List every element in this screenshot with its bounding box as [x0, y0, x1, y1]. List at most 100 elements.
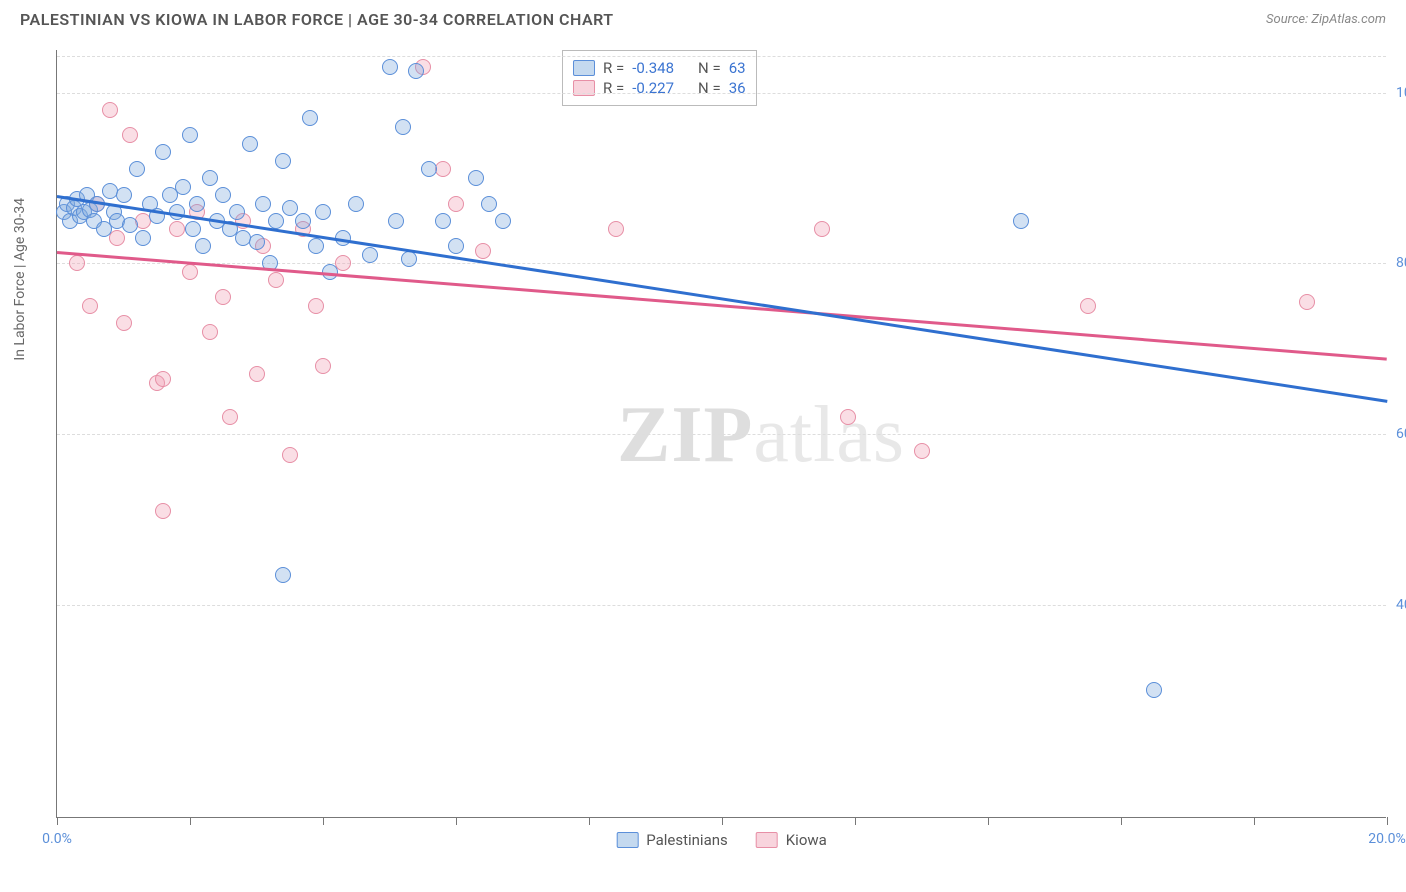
data-point — [362, 247, 378, 263]
legend-n-label: N = — [698, 59, 721, 77]
data-point — [282, 447, 298, 463]
data-point — [242, 136, 258, 152]
data-point — [255, 196, 271, 212]
data-point — [215, 187, 231, 203]
x-tick — [1254, 817, 1255, 825]
data-point — [435, 213, 451, 229]
data-point — [215, 289, 231, 305]
y-tick-label: 60.0% — [1396, 426, 1406, 442]
legend-n-value: 63 — [729, 59, 746, 77]
data-point — [495, 213, 511, 229]
data-point — [914, 443, 930, 459]
data-point — [308, 238, 324, 254]
trend-line — [57, 251, 1387, 360]
data-point — [249, 366, 265, 382]
data-point — [268, 213, 284, 229]
data-point — [448, 238, 464, 254]
legend-r-label: R = — [603, 79, 624, 97]
grid-line — [57, 263, 1386, 264]
data-point — [275, 153, 291, 169]
data-point — [102, 102, 118, 118]
data-point — [388, 213, 404, 229]
data-point — [448, 196, 464, 212]
data-point — [129, 161, 145, 177]
grid-line — [57, 93, 1386, 94]
data-point — [1080, 298, 1096, 314]
data-point — [840, 409, 856, 425]
data-point — [122, 127, 138, 143]
data-point — [116, 315, 132, 331]
data-point — [408, 63, 424, 79]
x-tick — [589, 817, 590, 825]
legend-r-value: -0.348 — [632, 59, 674, 77]
data-point — [1299, 294, 1315, 310]
data-point — [308, 298, 324, 314]
data-point — [315, 358, 331, 374]
data-point — [69, 255, 85, 271]
data-point — [348, 196, 364, 212]
data-point — [222, 409, 238, 425]
watermark: ZIPatlas — [617, 390, 905, 481]
legend-row-palestinians: R = -0.348 N = 63 — [573, 59, 746, 77]
series-legend: Palestinians Kiowa — [616, 831, 827, 849]
y-tick-label: 80.0% — [1396, 255, 1406, 271]
data-point — [421, 161, 437, 177]
data-point — [202, 170, 218, 186]
x-tick — [456, 817, 457, 825]
data-point — [229, 204, 245, 220]
data-point — [1013, 213, 1029, 229]
data-point — [169, 221, 185, 237]
data-point — [1146, 682, 1162, 698]
chart-source: Source: ZipAtlas.com — [1266, 12, 1386, 27]
data-point — [155, 503, 171, 519]
data-point — [268, 272, 284, 288]
x-tick — [323, 817, 324, 825]
data-point — [82, 298, 98, 314]
data-point — [295, 213, 311, 229]
data-point — [175, 179, 191, 195]
x-tick — [988, 817, 989, 825]
data-point — [401, 251, 417, 267]
data-point — [155, 371, 171, 387]
data-point — [189, 196, 205, 212]
y-tick-label: 40.0% — [1396, 597, 1406, 613]
data-point — [182, 264, 198, 280]
legend-r-value: -0.227 — [632, 79, 674, 97]
data-point — [302, 110, 318, 126]
data-point — [116, 187, 132, 203]
legend-label: Kiowa — [786, 831, 827, 849]
legend-label: Palestinians — [646, 831, 728, 849]
data-point — [608, 221, 624, 237]
data-point — [282, 200, 298, 216]
data-point — [155, 144, 171, 160]
data-point — [135, 230, 151, 246]
data-point — [395, 119, 411, 135]
data-point — [249, 234, 265, 250]
data-point — [275, 567, 291, 583]
chart-title: PALESTINIAN VS KIOWA IN LABOR FORCE | AG… — [20, 10, 614, 29]
y-axis-label: In Labor Force | Age 30-34 — [12, 198, 28, 361]
y-tick-label: 100.0% — [1396, 85, 1406, 101]
data-point — [109, 230, 125, 246]
legend-item-palestinians: Palestinians — [616, 831, 728, 849]
x-tick — [1387, 817, 1388, 825]
legend-n-value: 36 — [729, 79, 746, 97]
legend-r-label: R = — [603, 59, 624, 77]
x-tick — [855, 817, 856, 825]
data-point — [202, 324, 218, 340]
grid-line — [57, 605, 1386, 606]
x-tick — [190, 817, 191, 825]
data-point — [382, 59, 398, 75]
data-point — [814, 221, 830, 237]
legend-row-kiowa: R = -0.227 N = 36 — [573, 79, 746, 97]
scatter-chart: ZIPatlas R = -0.348 N = 63 R = -0.227 N … — [56, 50, 1386, 818]
swatch-blue-icon — [573, 60, 595, 76]
data-point — [481, 196, 497, 212]
swatch-blue-icon — [616, 832, 638, 848]
legend-item-kiowa: Kiowa — [756, 831, 827, 849]
data-point — [195, 238, 211, 254]
data-point — [475, 243, 491, 259]
x-tick-label: 20.0% — [1368, 831, 1406, 847]
data-point — [315, 204, 331, 220]
data-point — [185, 221, 201, 237]
